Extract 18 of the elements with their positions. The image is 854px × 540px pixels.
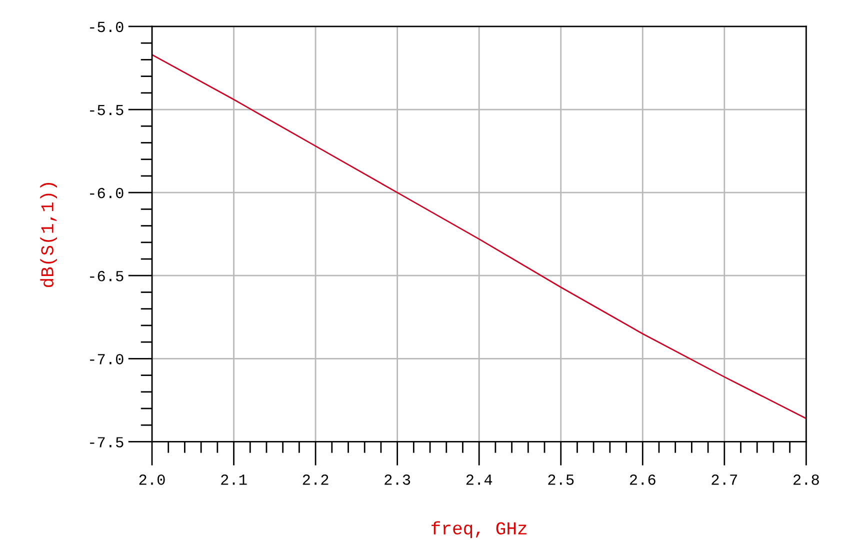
- x-tick-label: 2.3: [384, 474, 410, 485]
- x-tick-label: 2.4: [466, 474, 492, 485]
- y-tick-label: -6.0: [90, 188, 124, 198]
- x-axis-title: freq, GHz: [432, 521, 526, 538]
- x-tick-label: 2.8: [793, 474, 819, 485]
- y-tick-label: -6.5: [90, 270, 124, 282]
- y-tick-label: -7.0: [90, 354, 124, 364]
- x-tick-label: 2.1: [221, 474, 247, 485]
- y-axis-title: dB(S(1,1)): [40, 182, 57, 288]
- x-tick-label: 2.2: [302, 474, 328, 485]
- x-tick-label: 2.5: [548, 474, 574, 485]
- x-tick-label: 2.7: [712, 474, 737, 485]
- x-tick-label: 2.6: [630, 474, 656, 485]
- y-tick-label: -5.0: [90, 22, 124, 32]
- line-series: [152, 54, 806, 420]
- y-tick-label: -5.5: [90, 104, 124, 116]
- y-tick-label: -7.5: [90, 437, 124, 448]
- x-tick-label: 2.0: [139, 474, 165, 485]
